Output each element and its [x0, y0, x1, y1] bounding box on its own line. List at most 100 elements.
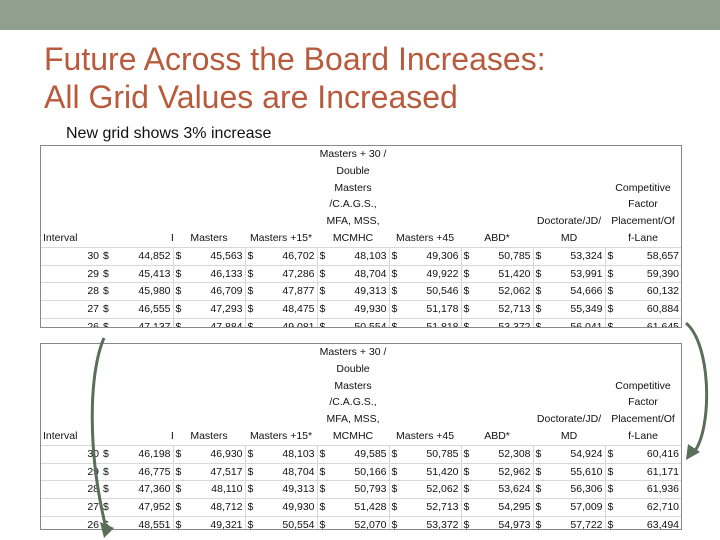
table-row: 26 $47,137 $47,884 $49,081 $50,554 $51,818 $53… [41, 317, 681, 327]
salary-cell: 48,712 [185, 498, 246, 517]
salary-cell: 48,103 [257, 444, 318, 464]
currency-symbol: $ [316, 300, 330, 319]
salary-cell: 46,709 [185, 282, 246, 301]
salary-cell: 57,722 [545, 515, 606, 529]
currency-symbol: $ [604, 300, 618, 319]
salary-cell: 49,930 [329, 300, 390, 319]
currency-symbol: $ [460, 246, 474, 266]
currency-symbol: $ [532, 246, 546, 266]
salary-cell: 50,546 [401, 282, 462, 301]
table-row: 28 $47,360 $48,110 $49,313 $50,793 $52,062 $53… [41, 480, 681, 499]
currency-symbol: $ [388, 317, 402, 327]
currency-symbol: $ [604, 317, 618, 327]
column-header: Masters + 30 / Double Masters /C.A.G.S.,… [319, 148, 387, 244]
currency-symbol: $ [316, 498, 330, 517]
salary-cell: 52,962 [473, 462, 534, 481]
salary-cell: 45,980 [113, 282, 174, 301]
table-header-row: Interval Bachelors Masters Masters +15* Mast… [41, 344, 681, 445]
currency-symbol: $ [532, 300, 546, 319]
salary-cell: 47,952 [113, 498, 174, 517]
currency-symbol: $ [532, 515, 546, 529]
currency-symbol: $ [460, 515, 474, 529]
salary-cell: 47,517 [185, 462, 246, 481]
currency-symbol: $ [532, 264, 546, 283]
salary-cell: 50,793 [329, 480, 390, 499]
currency-symbol: $ [172, 300, 186, 319]
interval-cell: 28 [41, 282, 101, 301]
currency-symbol: $ [532, 317, 546, 327]
salary-cell: 49,321 [185, 515, 246, 529]
currency-symbol: $ [388, 300, 402, 319]
currency-symbol: $ [316, 317, 330, 327]
salary-cell: 50,166 [329, 462, 390, 481]
currency-symbol: $ [316, 444, 330, 464]
salary-cell: 59,390 [617, 264, 681, 283]
currency-symbol: $ [604, 246, 618, 266]
salary-cell: 51,420 [401, 462, 462, 481]
currency-symbol: $ [388, 480, 402, 499]
column-header: ABD* [484, 429, 510, 442]
salary-cell: 52,062 [473, 282, 534, 301]
salary-cell: 48,475 [257, 300, 318, 319]
salary-cell: 55,610 [545, 462, 606, 481]
table-row: 28 $45,980 $46,709 $47,877 $49,313 $50,546 $52… [41, 282, 681, 301]
salary-cell: 45,413 [113, 264, 174, 283]
salary-cell: 58,657 [617, 246, 681, 266]
column-header: ABD* [484, 231, 510, 244]
table-row: 27 $47,952 $48,712 $49,930 $51,428 $52,713 $54… [41, 498, 681, 517]
salary-cell: 53,624 [473, 480, 534, 499]
interval-cell: 26 [41, 317, 101, 327]
salary-cell: 52,713 [401, 498, 462, 517]
interval-cell: 26 [41, 515, 101, 529]
currency-symbol: $ [532, 444, 546, 464]
salary-cell: 51,178 [401, 300, 462, 319]
salary-cell: 47,877 [257, 282, 318, 301]
salary-cell: 50,554 [257, 515, 318, 529]
salary-cell: 47,360 [113, 480, 174, 499]
currency-symbol: $ [316, 515, 330, 529]
currency-symbol: $ [244, 462, 258, 481]
salary-cell: 53,991 [545, 264, 606, 283]
salary-cell: 50,785 [473, 246, 534, 266]
salary-cell: 48,704 [257, 462, 318, 481]
salary-cell: 52,062 [401, 480, 462, 499]
salary-cell: 47,286 [257, 264, 318, 283]
currency-symbol: $ [244, 444, 258, 464]
currency-symbol: $ [244, 282, 258, 301]
currency-symbol: $ [101, 444, 113, 464]
column-header: Masters +15* [249, 429, 313, 442]
currency-symbol: $ [604, 462, 618, 481]
salary-cell: 45,563 [185, 246, 246, 266]
currency-symbol: $ [532, 498, 546, 517]
right-arrow-head-icon [686, 444, 700, 460]
table-row: 30 $44,852 $45,563 $46,702 $48,103 $49,306 $50… [41, 246, 681, 266]
currency-symbol: $ [532, 480, 546, 499]
currency-symbol: $ [244, 246, 258, 266]
currency-symbol: $ [460, 462, 474, 481]
column-header: Competitive Factor Placement/Of f-Lane [611, 181, 675, 244]
new-salary-grid: Interval Bachelors Masters Masters +15* Mast… [40, 343, 682, 530]
currency-symbol: $ [604, 264, 618, 283]
table-row: 29 $45,413 $46,133 $47,286 $48,704 $49,922 $51… [41, 264, 681, 283]
interval-cell: 27 [41, 498, 101, 517]
salary-cell: 53,324 [545, 246, 606, 266]
currency-symbol: $ [316, 264, 330, 283]
salary-cell: 56,306 [545, 480, 606, 499]
salary-cell: 49,313 [257, 480, 318, 499]
currency-symbol: $ [604, 282, 618, 301]
currency-symbol: $ [101, 498, 113, 517]
currency-symbol: $ [172, 282, 186, 301]
salary-cell: 46,133 [185, 264, 246, 283]
currency-symbol: $ [604, 480, 618, 499]
salary-cell: 51,428 [329, 498, 390, 517]
slide-subtitle: New grid shows 3% increase [66, 125, 272, 142]
salary-cell: 46,555 [113, 300, 174, 319]
currency-symbol: $ [460, 264, 474, 283]
currency-symbol: $ [244, 317, 258, 327]
currency-symbol: $ [244, 515, 258, 529]
column-header: Masters [190, 429, 228, 442]
currency-symbol: $ [172, 444, 186, 464]
column-header: Bachelors [101, 344, 173, 445]
table-row: 27 $46,555 $47,293 $48,475 $49,930 $51,178 $52… [41, 300, 681, 319]
currency-symbol: $ [101, 282, 113, 301]
